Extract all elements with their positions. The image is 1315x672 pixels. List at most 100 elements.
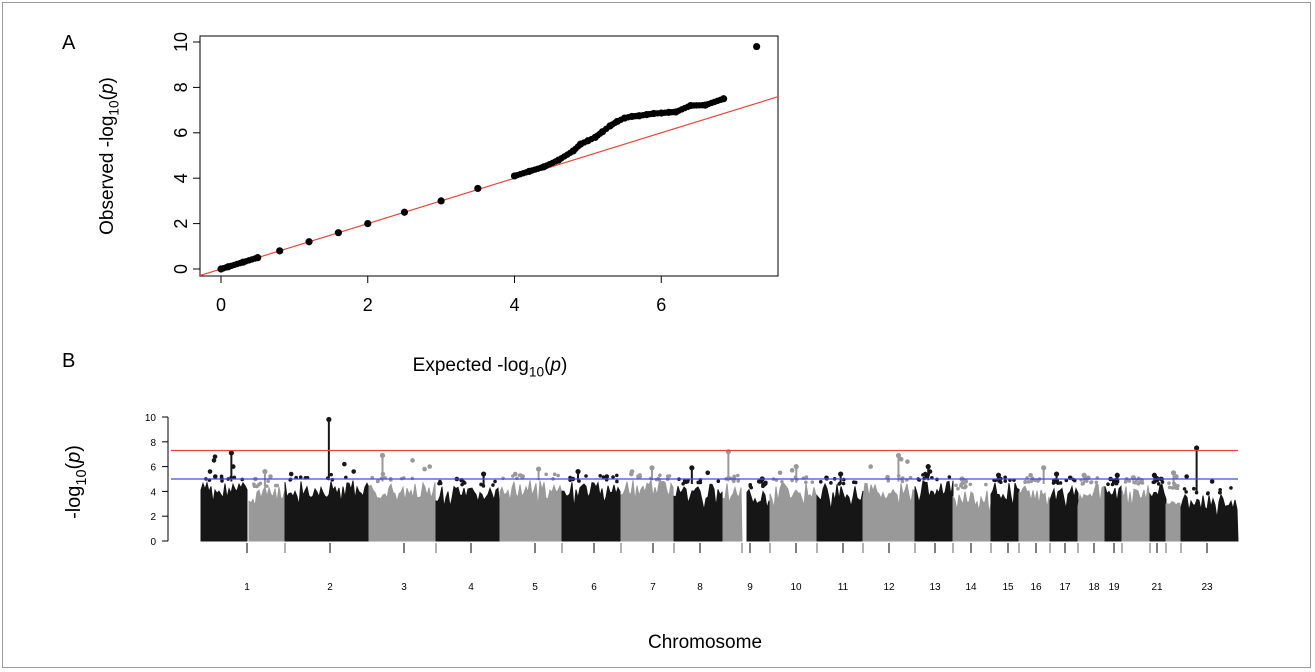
qq-point <box>642 111 651 119</box>
snp-point <box>1174 486 1178 490</box>
chromosome-body <box>862 482 916 542</box>
chromosome-body <box>816 482 864 542</box>
snp-point <box>520 474 525 479</box>
snp-point <box>1229 486 1233 490</box>
chromosome-body <box>722 483 743 542</box>
snp-point <box>211 458 217 463</box>
snp-peak-point <box>895 452 902 459</box>
qq-point <box>217 265 225 273</box>
snp-point <box>963 479 969 484</box>
chromosome-body <box>914 480 954 542</box>
snp-point <box>1106 482 1110 486</box>
snp-point <box>947 475 952 479</box>
snp-point <box>288 471 294 477</box>
qq-point <box>540 163 548 171</box>
chromosome-body <box>1121 485 1151 542</box>
qq-point <box>613 117 621 126</box>
snp-peak-point <box>228 450 234 456</box>
chromosome-block <box>561 468 622 542</box>
qq-x-tick-label: 2 <box>363 295 373 315</box>
chromosome-body <box>200 480 248 542</box>
qq-point <box>753 42 761 51</box>
snp-point <box>749 485 754 490</box>
chromosome-block <box>1049 471 1079 542</box>
snp-point <box>212 474 218 479</box>
snp-point <box>604 474 610 479</box>
snp-peak-point <box>925 464 931 470</box>
chromosome-block <box>1149 472 1167 542</box>
man-y-tick-label: 2 <box>150 512 156 523</box>
chromosome-body <box>673 483 724 542</box>
qq-point <box>569 147 577 155</box>
qq-point <box>657 109 665 117</box>
chromosome-body <box>1077 483 1106 542</box>
snp-peak-point <box>326 416 332 423</box>
qq-point <box>598 128 607 136</box>
snp-point <box>1089 480 1093 485</box>
qq-point <box>334 229 342 237</box>
qq-y-tick-label: 10 <box>171 32 191 52</box>
snp-point <box>1028 472 1033 478</box>
chromosome-label: 5 <box>532 582 538 593</box>
snp-peak-point <box>689 465 695 471</box>
qq-x-tick-label: 0 <box>216 295 226 315</box>
chromosome-body <box>769 482 818 542</box>
snp-point <box>552 472 557 477</box>
qq-y-tick-label: 4 <box>171 173 191 183</box>
snp-peak-point <box>1151 472 1157 478</box>
panel-label-a: A <box>62 32 76 54</box>
snp-point <box>804 475 809 479</box>
snp-point <box>351 469 356 474</box>
man-y-tick-label: 0 <box>150 537 156 548</box>
chromosome-body <box>1049 484 1079 542</box>
snp-point <box>1167 481 1171 485</box>
snp-point <box>716 479 721 484</box>
snp-point <box>438 479 442 484</box>
chromosome-block <box>1077 472 1106 542</box>
qq-point <box>364 220 372 228</box>
chromosome-label: 21 <box>1151 582 1163 593</box>
snp-point <box>629 471 634 477</box>
chromosome-block <box>952 476 992 542</box>
chromosome-body <box>1018 485 1051 542</box>
chromosome-label: 11 <box>838 582 849 593</box>
chromosome-label: 18 <box>1088 582 1100 593</box>
snp-point <box>598 473 602 478</box>
man-y-tick-label: 6 <box>150 463 156 474</box>
snp-peak-point <box>1053 471 1060 477</box>
snp-point <box>780 480 784 484</box>
snp-point <box>851 480 856 485</box>
snp-point <box>1026 480 1031 484</box>
snp-point <box>427 464 432 469</box>
snp-point <box>265 484 269 488</box>
snp-point <box>1184 474 1189 479</box>
chromosome-body <box>620 478 675 542</box>
snp-point <box>886 479 891 483</box>
chromosome-body <box>1149 483 1167 542</box>
snp-point <box>667 474 672 478</box>
snp-point <box>212 454 218 459</box>
chromosome-label: 16 <box>1030 582 1042 593</box>
qq-point <box>584 137 592 145</box>
snp-peak-point <box>995 472 1002 478</box>
chromosome-body <box>1180 493 1239 542</box>
qq-point <box>628 112 636 121</box>
chromosome-block <box>248 468 286 542</box>
chromosome-label: 19 <box>1108 582 1120 593</box>
qq-point <box>525 167 533 175</box>
snp-point <box>905 459 910 464</box>
chromosome-label: 4 <box>468 582 474 593</box>
qq-point <box>400 208 409 216</box>
chromosome-body <box>499 480 563 542</box>
qq-point <box>437 197 445 205</box>
qq-y-tick-label: 6 <box>171 128 191 138</box>
chromosome-body <box>435 485 501 542</box>
chromosome-label: 3 <box>401 582 407 593</box>
chromosome-block <box>722 449 743 542</box>
snp-point <box>1206 491 1210 495</box>
man-y-tick-label: 10 <box>145 413 157 424</box>
snp-point <box>1209 479 1215 484</box>
qq-point <box>305 238 313 246</box>
snp-point <box>963 484 968 488</box>
snp-point <box>1174 474 1179 479</box>
